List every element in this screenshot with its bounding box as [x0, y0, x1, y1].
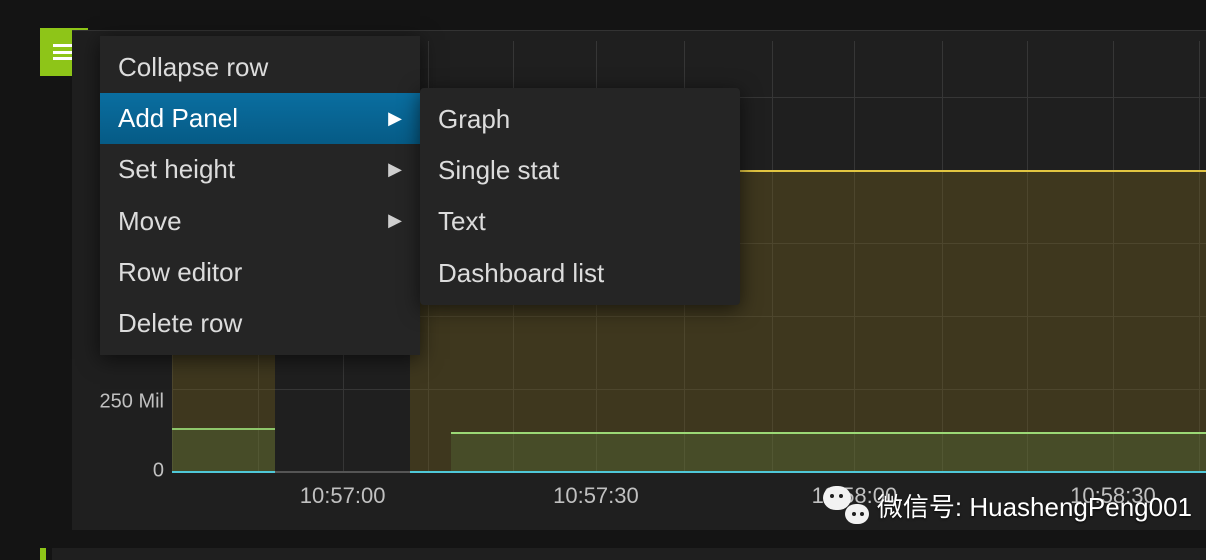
menu-item-label: Row editor	[118, 257, 242, 288]
add-panel-submenu: Graph Single stat Text Dashboard list	[420, 88, 740, 305]
menu-item-collapse-row[interactable]: Collapse row	[100, 42, 420, 93]
row-context-menu: Collapse row Add Panel ▶ Set height ▶ Move ▶ Ro…	[100, 36, 420, 355]
y-tick-label: 0	[153, 460, 172, 483]
menu-item-label: Collapse row	[118, 52, 268, 83]
watermark-text: 微信号: HuashengPeng001	[877, 487, 1192, 524]
submenu-item-label: Dashboard list	[438, 258, 604, 289]
menu-item-row-editor[interactable]: Row editor	[100, 247, 420, 298]
series-stub-fill-green	[172, 428, 275, 471]
series-line-green	[451, 432, 1206, 434]
watermark: 微信号: HuashengPeng001	[823, 486, 1192, 524]
wechat-icon	[823, 486, 869, 524]
x-tick-label: 10:57:30	[553, 471, 639, 509]
submenu-item-text[interactable]: Text	[420, 196, 740, 247]
menu-item-label: Delete row	[118, 308, 242, 339]
menu-item-set-height[interactable]: Set height ▶	[100, 144, 420, 195]
menu-item-delete-row[interactable]: Delete row	[100, 298, 420, 349]
y-tick-label: 250 Mil	[100, 391, 172, 414]
series-fill-green	[451, 432, 1206, 471]
submenu-item-graph[interactable]: Graph	[420, 94, 740, 145]
series-line-cyan	[410, 471, 1206, 473]
menu-item-add-panel[interactable]: Add Panel ▶	[100, 93, 420, 144]
series-stub-cyan	[172, 471, 275, 473]
submenu-item-single-stat[interactable]: Single stat	[420, 145, 740, 196]
submenu-item-dashboard-list[interactable]: Dashboard list	[420, 248, 740, 299]
menu-item-move[interactable]: Move ▶	[100, 196, 420, 247]
x-tick-label: 10:57:00	[300, 471, 386, 509]
next-row-bar	[52, 548, 1206, 560]
submenu-item-label: Graph	[438, 104, 510, 135]
menu-item-label: Add Panel	[118, 103, 238, 134]
submenu-item-label: Single stat	[438, 155, 559, 186]
chevron-right-icon: ▶	[388, 108, 402, 130]
chevron-right-icon: ▶	[388, 159, 402, 181]
menu-item-label: Move	[118, 206, 182, 237]
submenu-item-label: Text	[438, 206, 486, 237]
row-handle-accent[interactable]	[40, 548, 46, 560]
chevron-right-icon: ▶	[388, 210, 402, 232]
menu-item-label: Set height	[118, 154, 235, 185]
